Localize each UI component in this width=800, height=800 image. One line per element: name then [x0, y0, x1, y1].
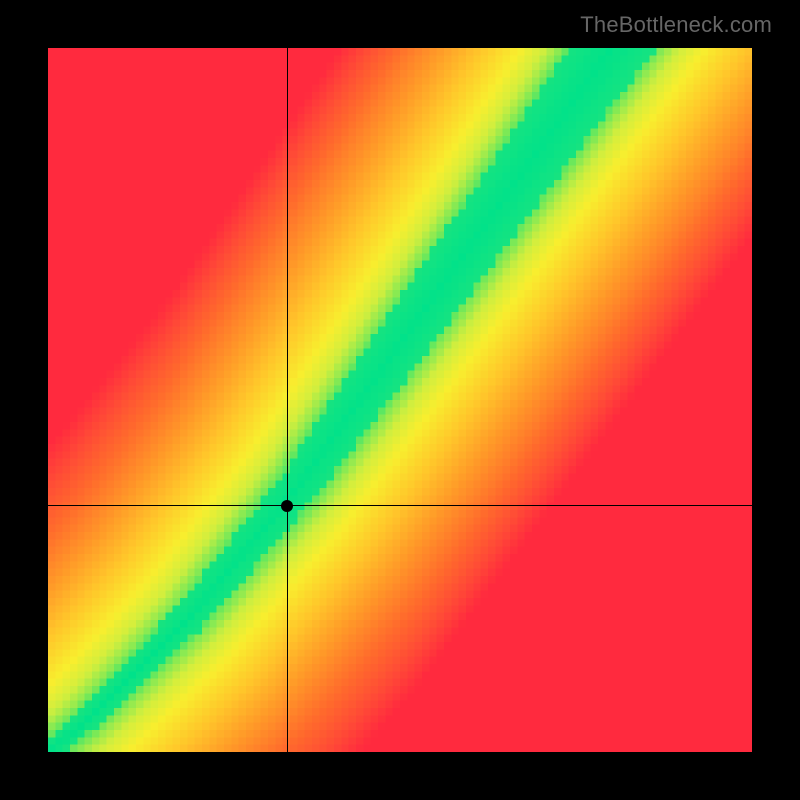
chart-frame: TheBottleneck.com	[0, 0, 800, 800]
crosshair-vertical	[287, 48, 288, 752]
marker-dot	[281, 500, 293, 512]
watermark-text: TheBottleneck.com	[580, 12, 772, 38]
heatmap-canvas	[48, 48, 752, 752]
crosshair-horizontal	[48, 505, 752, 506]
